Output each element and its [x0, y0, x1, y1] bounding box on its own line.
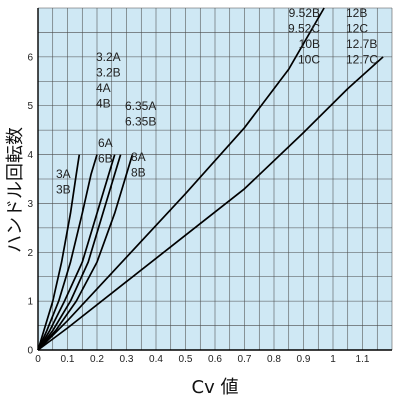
series-label: 3.2B [96, 66, 121, 80]
series-label: 9.52C [288, 22, 320, 36]
x-tick-label: 0.1 [61, 354, 75, 365]
series-label: 12.7B [346, 37, 377, 51]
series-label: 10C [298, 53, 320, 67]
y-tick-label: 2 [27, 248, 33, 259]
x-tick-label: 0.7 [238, 354, 252, 365]
series-label: 8A [131, 150, 146, 164]
series-label: 12B [346, 6, 367, 20]
x-tick-label: 0.5 [179, 354, 193, 365]
series-label: 9.52B [289, 6, 320, 20]
x-axis-title: Cv 値 [192, 377, 239, 398]
series-label: 8B [131, 166, 146, 180]
y-tick-label: 1 [27, 297, 33, 308]
x-tick-label: 1.1 [356, 354, 370, 365]
series-label: 10B [299, 37, 320, 51]
series-line [37, 56, 384, 351]
series-line [37, 154, 81, 351]
y-tick-label: 0 [27, 346, 33, 357]
series-line [37, 154, 98, 351]
grid [38, 7, 393, 350]
series-label: 6B [98, 152, 113, 166]
x-tick-label: 0.3 [120, 354, 134, 365]
series-line [37, 154, 122, 351]
series-line [37, 154, 134, 351]
series-label: 12.7C [346, 53, 378, 67]
series-label: 3B [56, 183, 71, 197]
x-tick-label: 1 [330, 354, 336, 365]
y-tick-label: 3 [27, 199, 33, 210]
axes [37, 8, 392, 351]
series-label: 4A [96, 81, 111, 95]
x-tick-label: 0.9 [297, 354, 311, 365]
series-label: 12C [346, 22, 368, 36]
curves [37, 7, 384, 351]
series-label: 3.2A [96, 50, 121, 64]
series-label: 6.35A [125, 99, 156, 113]
series-label: 6A [98, 136, 113, 150]
x-tick-label: 0.2 [90, 354, 104, 365]
series-label: 3A [56, 167, 71, 181]
y-tick-label: 4 [27, 150, 33, 161]
y-tick-labels: 0 1 2 3 4 5 6 [27, 52, 33, 356]
x-tick-label: 0.6 [208, 354, 222, 365]
series-label: 4B [96, 97, 111, 111]
x-tick-label: 0 [35, 354, 41, 365]
x-tick-label: 0.8 [267, 354, 281, 365]
y-tick-label: 6 [27, 52, 33, 63]
x-tick-labels: 0 0.1 0.2 0.3 0.4 0.5 0.6 0.7 0.8 0.9 1 1.1 [35, 354, 370, 365]
y-tick-label: 5 [27, 101, 33, 112]
series-label: 6.35B [125, 115, 156, 129]
series-line [37, 7, 325, 351]
x-tick-label: 0.4 [149, 354, 163, 365]
series-line [37, 154, 116, 351]
y-axis-title: ハンドル回転数 [5, 127, 26, 253]
